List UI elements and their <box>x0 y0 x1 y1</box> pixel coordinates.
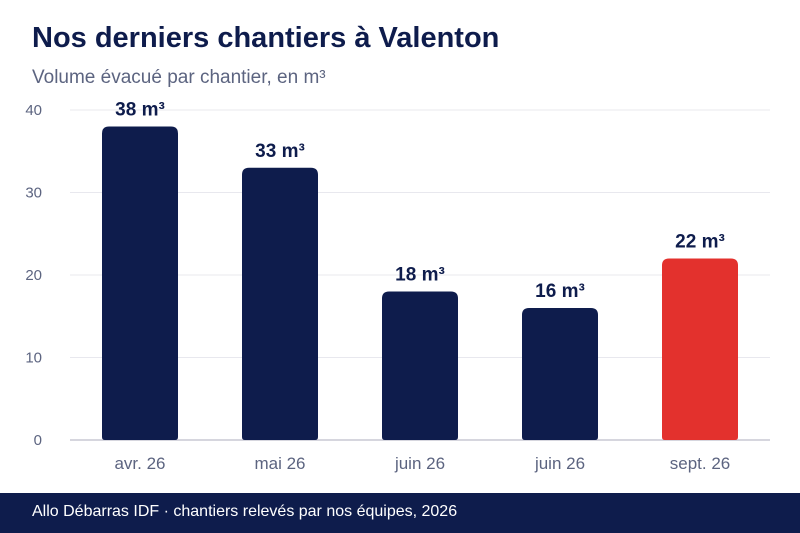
x-category-label: sept. 26 <box>670 454 731 473</box>
y-tick-label: 0 <box>34 432 42 449</box>
bar <box>242 167 318 440</box>
bar-data-label: 18 m³ <box>395 265 445 286</box>
bar-chart: 0 10 20 30 40 38 m³ avr. 26 33 m³ mai 26 18 m³ jui… <box>25 100 770 473</box>
chart-title: Nos derniers chantiers à Valenton <box>32 22 500 54</box>
bar-data-label: 22 m³ <box>675 232 725 253</box>
bar <box>522 308 598 440</box>
bar-data-label: 33 m³ <box>255 141 305 162</box>
bar <box>662 258 738 440</box>
y-tick-label: 10 <box>25 350 42 367</box>
bar <box>382 291 458 440</box>
x-category-label: juin 26 <box>394 454 445 473</box>
y-tick-label: 20 <box>25 267 42 284</box>
bar <box>102 126 178 440</box>
x-category-label: avr. 26 <box>114 454 165 473</box>
bar-data-label: 38 m³ <box>115 100 165 121</box>
y-tick-label: 30 <box>25 185 42 202</box>
bar-data-label: 16 m³ <box>535 281 585 302</box>
y-tick-label: 40 <box>25 102 42 119</box>
chart-subtitle: Volume évacué par chantier, en m³ <box>32 67 326 88</box>
x-category-label: mai 26 <box>254 454 305 473</box>
x-category-label: juin 26 <box>534 454 585 473</box>
footer-source-text: Allo Débarras IDF · chantiers relevés pa… <box>32 503 458 520</box>
footer-bar: Allo Débarras IDF · chantiers relevés pa… <box>0 493 800 533</box>
